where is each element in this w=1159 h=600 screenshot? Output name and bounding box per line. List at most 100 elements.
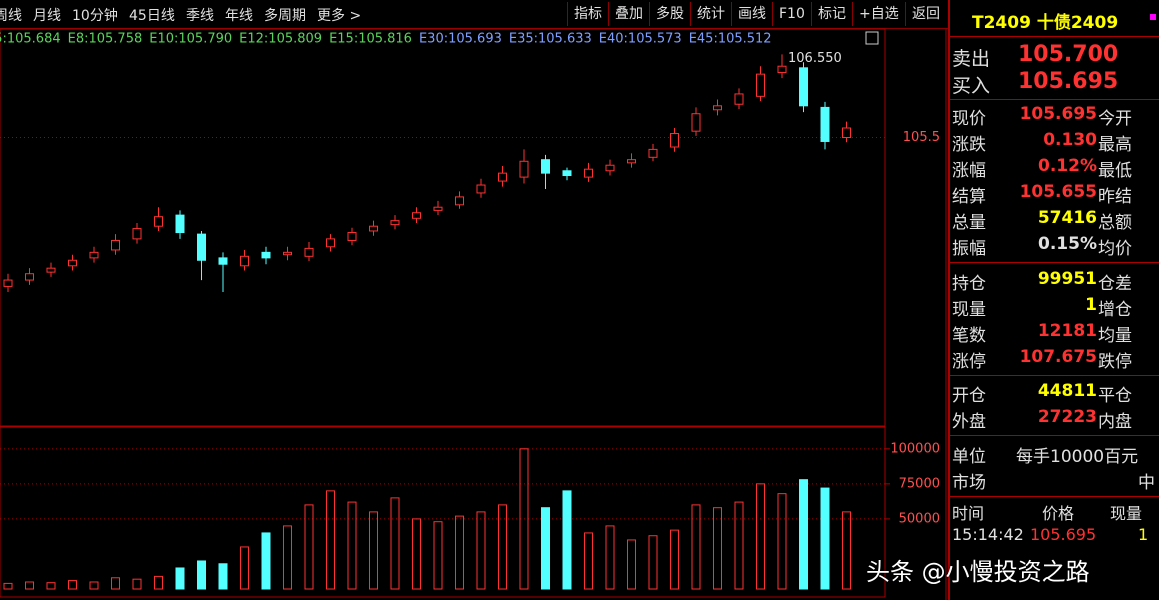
y-tick-label: 100000: [890, 441, 940, 456]
quote-label: 总额: [1098, 213, 1132, 233]
y-tick-label: 75000: [899, 476, 940, 491]
candle-body: [584, 168, 593, 178]
candle-body: [347, 232, 357, 241]
period-tab[interactable]: 多周期: [264, 8, 306, 24]
separator: [950, 99, 1159, 100]
toolbar-button[interactable]: 多股: [649, 2, 690, 26]
quote-value: 每手10000百元: [1016, 447, 1139, 467]
quote-label: 笔数: [952, 326, 986, 346]
quote-label: 内盘: [1098, 412, 1132, 432]
volume-bar: [777, 493, 787, 590]
quote-label: 增仓: [1098, 300, 1132, 320]
quote-label: 涨跌: [952, 135, 986, 155]
candle-body: [154, 216, 163, 227]
candle-body: [670, 133, 679, 148]
period-tab[interactable]: 月线: [33, 8, 61, 24]
quote-label: 开仓: [952, 386, 986, 406]
candle-body: [175, 214, 185, 234]
quote-value: 99951: [1037, 269, 1097, 289]
volume-bar: [283, 525, 292, 590]
toolbar-button[interactable]: 叠加: [608, 2, 649, 26]
candle-body: [476, 184, 486, 194]
volume-bar: [756, 483, 765, 590]
ma-legend: E35:105.633: [509, 32, 592, 47]
candle-body: [261, 251, 271, 259]
candle-body: [455, 196, 464, 206]
separator: [950, 375, 1159, 376]
volume-bar: [154, 575, 163, 590]
candle-body: [713, 105, 722, 111]
ma-legend: E45:105.512: [689, 32, 772, 47]
candle-body: [648, 148, 658, 158]
volume-bar: [261, 532, 271, 590]
volume-bar: [25, 581, 34, 590]
watermark: 头条 @小慢投资之路: [866, 558, 1090, 586]
candle-body: [777, 65, 787, 74]
candle-body: [197, 233, 206, 261]
toolbar-button[interactable]: F10: [772, 2, 811, 26]
candle-body: [433, 206, 443, 211]
tick-header: 现量: [1110, 504, 1143, 523]
volume-bar: [304, 504, 314, 590]
candle-body: [605, 164, 615, 172]
candle-body: [218, 257, 228, 265]
volume-bar: [627, 539, 636, 590]
volume-bar: [175, 567, 185, 590]
candle-body: [68, 259, 77, 267]
quote-label: 买入: [952, 75, 991, 97]
volume-bar: [132, 578, 142, 590]
period-tab[interactable]: 10分钟: [72, 8, 118, 24]
separator: [950, 262, 1159, 263]
quote-value: 105.700: [1018, 42, 1119, 67]
candle-body: [89, 251, 99, 259]
quote-value: 0.15%: [1038, 234, 1097, 254]
candle-body: [369, 225, 378, 232]
volume-bar: [412, 518, 421, 590]
quote-label: 涨停: [952, 352, 986, 372]
quote-label: 现量: [952, 300, 986, 320]
volume-bar: [713, 507, 722, 590]
period-tab[interactable]: 季线: [186, 8, 214, 24]
period-tab[interactable]: 年线: [225, 8, 253, 24]
toolbar-button[interactable]: 指标: [567, 2, 608, 26]
volume-bar: [541, 507, 550, 590]
period-tab[interactable]: 周线: [0, 8, 22, 24]
quote-label: 仓差: [1098, 274, 1132, 294]
candle-body: [412, 212, 421, 219]
volume-bar: [562, 490, 572, 590]
ma-legend: E8:105.758: [68, 32, 143, 47]
candle-body: [304, 247, 314, 257]
quote-value: 中: [1138, 473, 1155, 493]
candle-body: [842, 127, 851, 139]
volume-bar: [240, 546, 249, 590]
volume-bar: [433, 521, 443, 590]
toolbar-button[interactable]: 标记: [811, 2, 852, 26]
volume-bar: [369, 511, 378, 590]
period-tab[interactable]: 45日线: [129, 8, 175, 24]
volume-bar: [476, 511, 486, 590]
volume-bar: [842, 511, 851, 590]
quote-label: 市场: [952, 473, 986, 493]
volume-bar: [734, 501, 744, 590]
candle-body: [326, 238, 335, 248]
volume-bar: [111, 577, 120, 590]
candle-body: [820, 106, 830, 142]
separator: [950, 435, 1159, 436]
volume-bar: [68, 580, 77, 590]
ma-legend: E12:105.809: [239, 32, 322, 47]
quote-label: 涨幅: [952, 161, 986, 181]
ma-legend: E40:105.573: [599, 32, 682, 47]
y-tick-label: 50000: [899, 511, 940, 526]
volume-bar: [498, 504, 507, 590]
toolbar-button[interactable]: 返回: [905, 2, 946, 26]
toolbar-button[interactable]: 画线: [731, 2, 772, 26]
period-tab[interactable]: 更多 >: [317, 8, 362, 24]
volume-bar: [89, 581, 99, 590]
volume-bar: [3, 582, 13, 590]
toolbar-button[interactable]: +自选: [852, 2, 905, 26]
volume-bar: [455, 515, 464, 590]
toolbar-button[interactable]: 统计: [690, 2, 731, 26]
tick-cell: 15:14:42: [952, 525, 1024, 544]
quote-label: 持仓: [952, 274, 986, 294]
candle-body: [283, 251, 292, 256]
